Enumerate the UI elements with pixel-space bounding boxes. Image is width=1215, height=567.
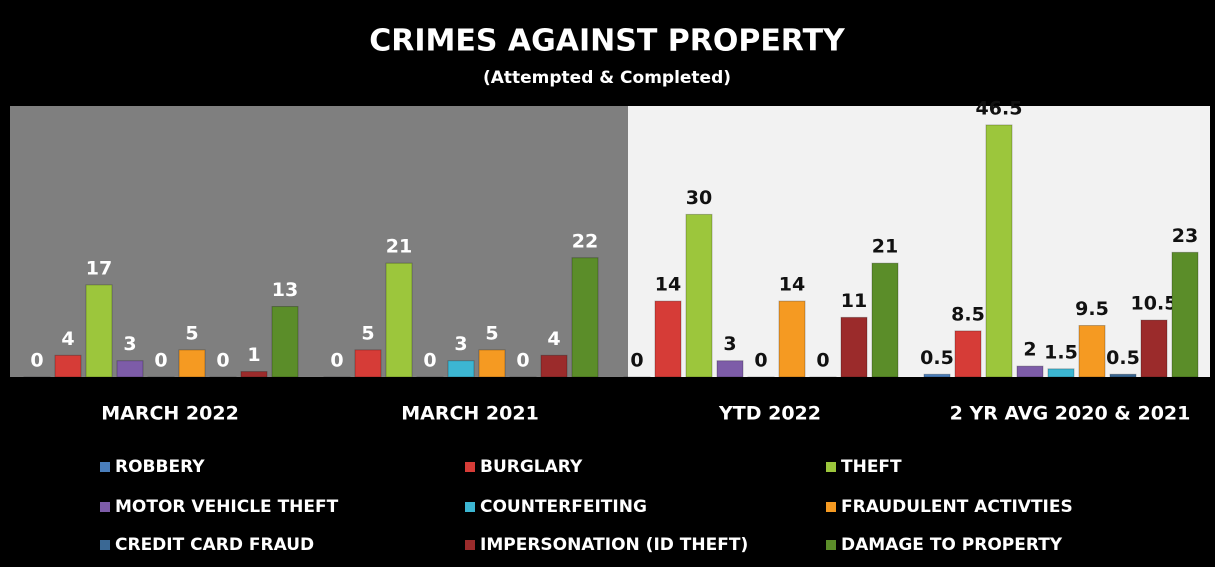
value-label: 0 (754, 350, 767, 372)
x-tick-label: MARCH 2021 (401, 403, 539, 425)
value-label: 13 (272, 279, 298, 301)
value-label: 21 (872, 236, 898, 258)
value-label: 4 (547, 328, 560, 350)
value-label: 3 (723, 333, 736, 355)
value-label: 1.5 (1044, 341, 1078, 363)
value-label: 14 (779, 274, 805, 296)
legend-label: THEFT (841, 457, 902, 477)
legend-swatch (100, 540, 110, 550)
legend-label: CREDIT CARD FRAUD (115, 535, 314, 555)
legend-label: ROBBERY (115, 457, 205, 477)
legend-swatch (826, 502, 836, 512)
value-label: 0 (423, 350, 436, 372)
x-tick-label: 2 YR AVG 2020 & 2021 (950, 403, 1191, 425)
value-label: 0.5 (920, 347, 954, 369)
bar (923, 373, 951, 378)
legend-swatch (100, 502, 110, 512)
value-label: 22 (572, 230, 598, 252)
value-label: 0 (154, 350, 167, 372)
bar (571, 257, 599, 378)
legend-label: BURGLARY (480, 457, 583, 477)
value-label: 0 (816, 350, 829, 372)
value-label: 0.5 (1106, 347, 1140, 369)
value-label: 5 (361, 322, 374, 344)
bar (716, 360, 744, 378)
value-label: 17 (86, 257, 112, 279)
legend-label: COUNTERFEITING (480, 497, 647, 517)
value-label: 46.5 (976, 97, 1023, 119)
value-label: 30 (686, 187, 712, 209)
bar (478, 349, 506, 378)
value-label: 3 (123, 333, 136, 355)
legend-label: IMPERSONATION (ID THEFT) (480, 535, 748, 555)
bar (271, 306, 299, 378)
value-label: 9.5 (1075, 298, 1109, 320)
value-label: 0 (516, 350, 529, 372)
legend-swatch (100, 462, 110, 472)
bar (447, 360, 475, 378)
legend-swatch (826, 462, 836, 472)
legend-label: FRAUDULENT ACTIVTIES (841, 497, 1073, 517)
legend-swatch (826, 540, 836, 550)
bar (1078, 325, 1106, 378)
bar (1047, 368, 1075, 378)
plot-right (628, 106, 1210, 377)
value-label: 21 (386, 236, 412, 258)
bar (1171, 251, 1199, 378)
value-label: 14 (655, 274, 681, 296)
bar (1109, 373, 1137, 378)
x-tick-label: YTD 2022 (718, 403, 821, 425)
chart-title: CRIMES AGAINST PROPERTY (369, 24, 846, 59)
value-label: 2 (1023, 339, 1036, 361)
value-label: 0 (330, 350, 343, 372)
plot-left (10, 106, 628, 377)
bar (385, 262, 413, 378)
value-label: 0 (630, 350, 643, 372)
value-label: 1 (247, 344, 260, 366)
legend-swatch (465, 462, 475, 472)
value-label: 8.5 (951, 303, 985, 325)
bar (540, 354, 568, 378)
legend-label: MOTOR VEHICLE THEFT (115, 497, 339, 517)
bar (1140, 319, 1168, 378)
bar (54, 354, 82, 378)
value-label: 3 (454, 333, 467, 355)
bar (954, 330, 982, 378)
bar (240, 371, 268, 378)
value-label: 5 (485, 322, 498, 344)
bar (178, 349, 206, 378)
bar (1016, 365, 1044, 378)
value-label: 10.5 (1131, 293, 1178, 315)
legend-swatch (465, 502, 475, 512)
bar (654, 300, 682, 378)
bar (778, 300, 806, 378)
value-label: 23 (1172, 225, 1198, 247)
value-label: 4 (61, 328, 74, 350)
value-label: 5 (185, 322, 198, 344)
bar (354, 349, 382, 378)
value-label: 0 (30, 350, 43, 372)
bar (685, 213, 713, 378)
bar (85, 284, 113, 378)
bar (116, 360, 144, 378)
bar (985, 124, 1013, 378)
value-label: 0 (216, 350, 229, 372)
legend-swatch (465, 540, 475, 550)
x-tick-label: MARCH 2022 (101, 403, 239, 425)
bar (871, 262, 899, 378)
chart-subtitle: (Attempted & Completed) (483, 68, 731, 88)
bar (840, 316, 868, 378)
value-label: 11 (841, 290, 867, 312)
legend-label: DAMAGE TO PROPERTY (841, 535, 1063, 555)
